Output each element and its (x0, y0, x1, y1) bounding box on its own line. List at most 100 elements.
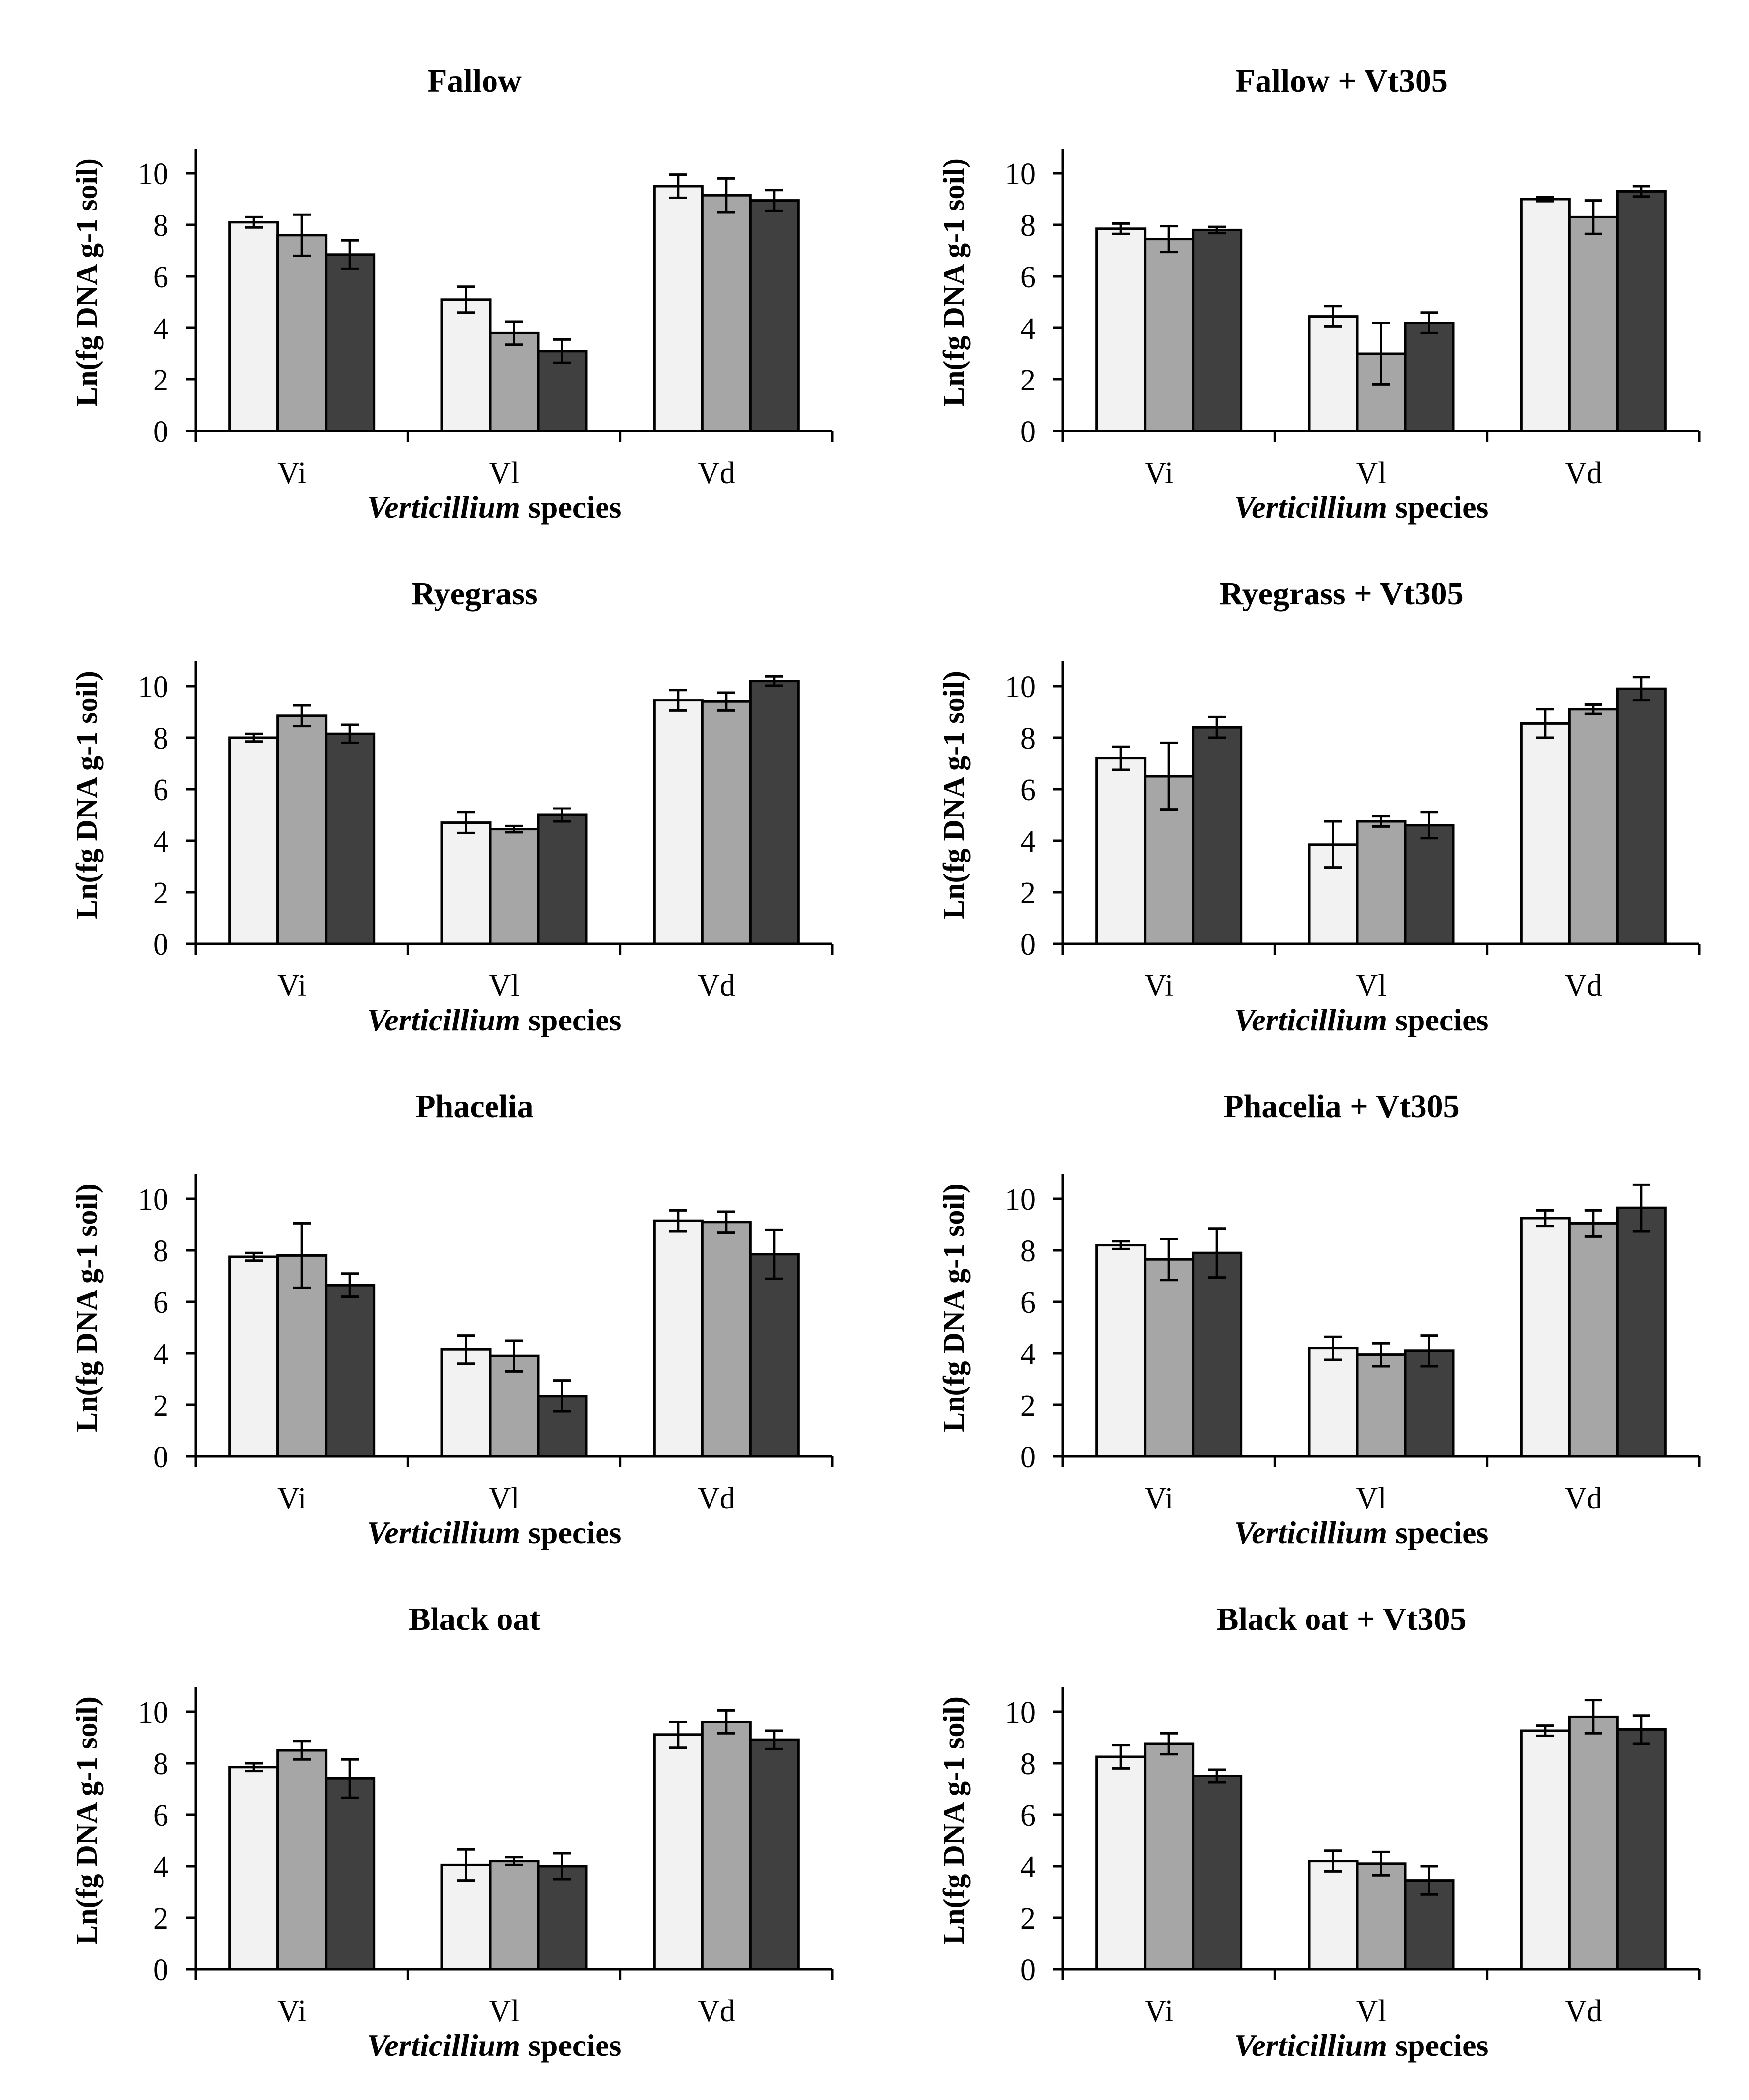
category-label: Vi (1145, 1482, 1173, 1515)
y-tick-label: 4 (153, 825, 168, 859)
y-tick-label: 10 (138, 1183, 168, 1217)
y-tick-label: 2 (153, 1902, 168, 1936)
x-axis-label: Verticillium species (367, 1515, 622, 1550)
bar (537, 1865, 588, 1971)
category-label: Vi (1145, 1994, 1173, 2028)
bar (276, 714, 328, 945)
bar (1308, 1347, 1359, 1458)
y-tick-label: 6 (1020, 1799, 1036, 1832)
x-axis-label-rest: species (1387, 1515, 1488, 1550)
y-tick-label: 0 (153, 928, 168, 962)
bar (1616, 687, 1667, 945)
y-tick-label: 2 (1020, 364, 1036, 397)
category-label: Vl (489, 456, 520, 490)
bar (1192, 228, 1243, 432)
x-axis-label-rest: species (1387, 2028, 1488, 2063)
bar (489, 331, 540, 432)
bar (325, 1777, 376, 1971)
bar (1095, 1755, 1147, 1971)
y-axis-label: Ln(fg DNA g-1 soil) (937, 1696, 970, 1945)
y-tick-label: 2 (153, 364, 168, 397)
bar (749, 680, 800, 945)
bar (1616, 190, 1667, 432)
bar (653, 699, 704, 945)
bar (325, 1284, 376, 1458)
x-axis-label: Verticillium species (1234, 489, 1489, 525)
y-tick-label: 2 (1020, 1902, 1036, 1936)
bar (701, 1721, 752, 1971)
bar (749, 199, 800, 432)
bar (228, 221, 279, 432)
category-label: Vd (1565, 1994, 1602, 2028)
bar (701, 700, 752, 945)
bar (440, 821, 492, 945)
x-axis-label-genus: Verticillium (1234, 489, 1387, 525)
chart-panel: Fallow Ln(fg DNA g-1 soil) 0 2 4 6 8 10 Vi Vl Vd Ve… (70, 63, 834, 525)
category-label: Vl (1356, 1994, 1387, 2028)
bar (1356, 1353, 1407, 1458)
bar (1616, 1206, 1667, 1458)
bar (1520, 1729, 1571, 1971)
y-axis-label: Ln(fg DNA g-1 soil) (70, 158, 103, 407)
bar (228, 1255, 279, 1458)
bar (653, 1733, 704, 1971)
bar (1568, 1715, 1619, 1971)
bar (489, 1860, 540, 1971)
chart-panel: Ryegrass + Vt305 Ln(fg DNA g-1 soil) 0 2 4 6 8… (937, 576, 1701, 1037)
category-label: Vl (1356, 456, 1387, 490)
category-label: Vl (1356, 969, 1387, 1003)
bar (1144, 238, 1195, 432)
y-tick-label: 8 (1020, 1235, 1036, 1268)
bar (749, 1738, 800, 1971)
chart-panel: Phacelia + Vt305 Ln(fg DNA g-1 soil) 0 2 4 6 8… (937, 1088, 1701, 1550)
y-tick-label: 6 (153, 261, 168, 294)
x-axis-label: Verticillium species (1234, 1515, 1489, 1550)
y-tick-label: 4 (153, 312, 168, 346)
x-axis-label-genus: Verticillium (1234, 1515, 1387, 1550)
y-tick-label: 6 (1020, 773, 1036, 807)
x-axis-label: Verticillium species (1234, 2028, 1489, 2063)
chart-title: Fallow (427, 63, 522, 99)
y-tick-label: 0 (153, 1953, 168, 1987)
y-tick-label: 4 (1020, 1850, 1036, 1884)
y-tick-label: 4 (153, 1338, 168, 1371)
y-tick-label: 6 (1020, 261, 1036, 294)
bar (1308, 315, 1359, 432)
bar (1356, 1862, 1407, 1971)
bar (1095, 227, 1147, 432)
chart-panel: Black oat + Vt305 Ln(fg DNA g-1 soil) 0 2 4 6… (937, 1601, 1701, 2063)
y-tick-label: 4 (153, 1850, 168, 1884)
bar (1568, 708, 1619, 945)
bar (325, 253, 376, 432)
category-label: Vd (1565, 969, 1602, 1003)
y-axis-label: Ln(fg DNA g-1 soil) (70, 1696, 103, 1945)
chart-panel: Phacelia Ln(fg DNA g-1 soil) 0 2 4 6 8 10 Vi Vl Vd… (70, 1088, 834, 1550)
x-axis-label-rest: species (520, 489, 621, 525)
chart-title: Phacelia + Vt305 (1223, 1088, 1459, 1125)
y-tick-label: 4 (1020, 1338, 1036, 1371)
chart-panel: Fallow + Vt305 Ln(fg DNA g-1 soil) 0 2 4 6 8 10… (937, 63, 1701, 525)
bar (749, 1253, 800, 1458)
y-tick-label: 2 (1020, 876, 1036, 910)
bar (1144, 1258, 1195, 1458)
bar (701, 1221, 752, 1458)
bar (276, 1749, 328, 1971)
category-label: Vl (1356, 1482, 1387, 1515)
y-tick-label: 6 (153, 1799, 168, 1832)
y-tick-label: 8 (153, 1235, 168, 1268)
category-label: Vi (277, 969, 306, 1003)
category-label: Vd (698, 1482, 735, 1515)
y-tick-label: 0 (1020, 415, 1036, 449)
y-tick-label: 4 (1020, 312, 1036, 346)
x-axis-label-rest: species (520, 1515, 621, 1550)
x-axis-label-genus: Verticillium (367, 2028, 520, 2063)
category-label: Vi (277, 456, 306, 490)
bar (276, 1254, 328, 1458)
x-axis-label-genus: Verticillium (1234, 1002, 1387, 1037)
bar (1568, 1222, 1619, 1458)
x-axis-label-genus: Verticillium (367, 1515, 520, 1550)
y-tick-label: 8 (153, 209, 168, 243)
y-tick-label: 10 (1005, 158, 1036, 191)
x-axis-label-rest: species (520, 2028, 621, 2063)
